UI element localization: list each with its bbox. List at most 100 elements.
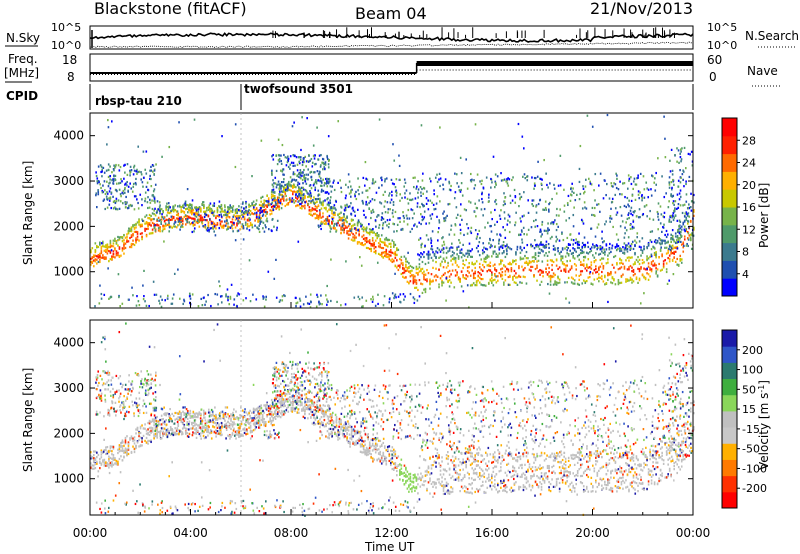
- echo-cell: [315, 181, 318, 184]
- echo-cell: [180, 217, 183, 220]
- echo-cell: [263, 210, 265, 213]
- echo-cell: [257, 209, 259, 212]
- echo-cell: [357, 189, 359, 192]
- echo-cell: [625, 248, 627, 251]
- echo-cell: [228, 211, 231, 214]
- echo-cell: [293, 178, 295, 181]
- echo-cell: [94, 450, 97, 453]
- echo-cell: [185, 203, 188, 206]
- echo-cell: [133, 439, 136, 442]
- echo-cell: [567, 246, 569, 250]
- echo-cell: [129, 437, 131, 440]
- echo-cell: [130, 437, 133, 440]
- echo-cell: [504, 245, 507, 248]
- echo-cell: [186, 428, 189, 431]
- echo-cell: [283, 173, 285, 176]
- echo-cell: [659, 242, 661, 245]
- echo-cell: [324, 161, 327, 164]
- echo-cell: [316, 214, 318, 217]
- echo-cell: [342, 228, 344, 232]
- echo-cell: [315, 182, 318, 185]
- echo-cell: [129, 165, 132, 168]
- echo-cell: [180, 418, 183, 421]
- echo-cell: [189, 209, 192, 212]
- echo-cell: [282, 189, 285, 192]
- echo-cell: [400, 272, 403, 276]
- echo-cell: [365, 216, 367, 219]
- echo-cell: [662, 266, 665, 269]
- echo-cell: [619, 281, 621, 285]
- echo-cell: [477, 250, 480, 253]
- echo-cell: [425, 202, 428, 206]
- echo-cell: [423, 216, 426, 219]
- echo-cell: [439, 184, 441, 188]
- echo-cell: [596, 245, 599, 248]
- echo-cell: [127, 447, 130, 450]
- echo-cell: [284, 156, 287, 159]
- echo-cell: [302, 175, 305, 178]
- echo-cell: [218, 215, 220, 218]
- echo-cell: [361, 305, 363, 308]
- echo-cell: [281, 197, 284, 200]
- echo-cell: [107, 175, 110, 179]
- echo-cell: [472, 263, 475, 266]
- echo-cell: [236, 211, 238, 214]
- echo-cell: [215, 227, 217, 230]
- echo-cell: [444, 178, 447, 181]
- echo-cell: [165, 414, 167, 417]
- echo-cell: [343, 215, 345, 218]
- echo-cell: [381, 227, 384, 230]
- echo-cell: [576, 255, 579, 258]
- echo-cell: [613, 255, 615, 259]
- echo-cell: [343, 209, 346, 212]
- echo-cell: [285, 194, 287, 198]
- echo-cell: [541, 220, 544, 224]
- echo-cell: [477, 244, 480, 248]
- echo-cell: [526, 175, 529, 178]
- echo-cell: [109, 196, 112, 199]
- echo-cell: [200, 432, 202, 435]
- echo-cell: [683, 225, 686, 228]
- echo-cell: [361, 224, 363, 227]
- echo-cell: [641, 249, 644, 252]
- echo-cell: [109, 296, 112, 299]
- echo-cell: [237, 222, 240, 225]
- echo-cell: [137, 145, 140, 148]
- echo-cell: [617, 188, 620, 191]
- echo-cell: [665, 262, 668, 265]
- echo-cell: [364, 227, 366, 230]
- echo-cell: [96, 456, 98, 459]
- echo-cell: [296, 184, 299, 187]
- echo-cell: [242, 215, 244, 218]
- echo-cell: [504, 196, 506, 199]
- echo-cell: [626, 268, 629, 271]
- echo-cell: [510, 263, 513, 266]
- echo-cell: [539, 243, 541, 246]
- echo-cell: [105, 257, 107, 260]
- echo-cell: [685, 211, 688, 214]
- echo-cell: [657, 228, 659, 231]
- echo-cell: [180, 220, 182, 224]
- echo-cell: [122, 202, 124, 205]
- echo-cell: [162, 434, 164, 437]
- echo-cell: [383, 241, 386, 244]
- echo-cell: [317, 204, 320, 207]
- echo-cell: [411, 227, 413, 231]
- echo-cell: [475, 246, 478, 250]
- echo-cell: [477, 271, 480, 274]
- program-rbsp-tau: rbsp-tau 210: [95, 94, 182, 108]
- echo-cell: [632, 187, 634, 191]
- echo-cell: [436, 275, 439, 278]
- echo-cell: [267, 228, 270, 231]
- echo-cell: [102, 199, 105, 202]
- echo-cell: [548, 210, 550, 213]
- echo-cell: [604, 276, 606, 279]
- echo-cell: [103, 257, 106, 261]
- echo-cell: [541, 260, 544, 263]
- echo-cell: [442, 281, 445, 284]
- echo-cell: [154, 416, 157, 419]
- echo-cell: [398, 164, 401, 168]
- beam-title: Beam 04: [355, 4, 427, 23]
- echo-cell: [234, 215, 237, 218]
- echo-cell: [439, 126, 441, 129]
